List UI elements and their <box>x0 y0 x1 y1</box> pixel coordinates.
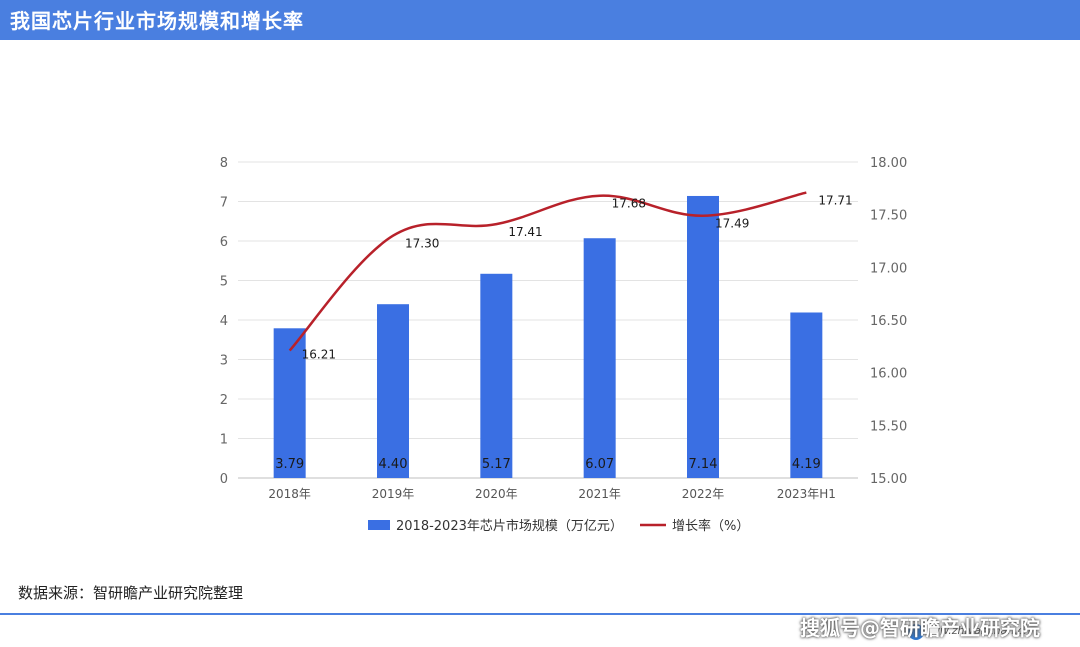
bar <box>583 238 616 478</box>
line-data-label: 17.71 <box>818 194 852 208</box>
bar-data-label: 3.79 <box>275 457 304 472</box>
y-right-tick-label: 15.50 <box>870 419 907 434</box>
legend-bar-label: 2018-2023年芯片市场规模（万亿元） <box>396 518 623 534</box>
y-left-tick-label: 3 <box>220 354 228 369</box>
bar <box>790 312 823 478</box>
line-data-label: 17.68 <box>612 197 646 211</box>
bar-data-label: 4.40 <box>379 457 408 472</box>
y-right-tick-label: 15.00 <box>870 472 907 487</box>
site-logo-icon <box>908 624 924 640</box>
y-right-tick-label: 16.50 <box>870 314 907 329</box>
x-tick-label: 2019年 <box>372 487 415 501</box>
y-right-tick-label: 17.50 <box>870 209 907 224</box>
x-tick-label: 2022年 <box>682 487 725 501</box>
bar-data-label: 7.14 <box>689 457 718 472</box>
y-left-tick-label: 7 <box>220 196 228 211</box>
data-source: 数据来源：智研瞻产业研究院整理 <box>18 584 244 602</box>
bar <box>377 304 409 478</box>
y-right-tick-label: 18.00 <box>870 156 907 171</box>
y-left-tick-label: 5 <box>220 275 228 290</box>
x-tick-label: 2023年H1 <box>777 487 836 501</box>
bar-data-label: 6.07 <box>585 457 614 472</box>
y-left-tick-label: 0 <box>220 472 228 487</box>
x-tick-label: 2020年 <box>475 487 518 501</box>
y-left-tick-label: 1 <box>220 433 228 448</box>
line-data-label: 17.49 <box>715 217 749 231</box>
site-url: www.zhiyanzhan.cn <box>922 624 1031 637</box>
line-data-label: 17.41 <box>508 225 542 239</box>
title-bar: 我国芯片行业市场规模和增长率 <box>0 0 1080 40</box>
y-left-tick-label: 4 <box>220 314 228 329</box>
footer-divider <box>0 613 1080 615</box>
legend-line-label: 增长率（%） <box>672 518 749 534</box>
bar-data-label: 5.17 <box>482 457 511 472</box>
watermark: 搜狐号@智研瞻产业研究院 <box>800 616 1040 640</box>
chart-title: 我国芯片行业市场规模和增长率 <box>10 9 304 33</box>
bar-data-label: 4.19 <box>792 457 821 472</box>
legend-bar-swatch <box>368 520 390 530</box>
line-data-label: 17.30 <box>405 237 439 251</box>
x-tick-label: 2018年 <box>268 487 311 501</box>
y-left-tick-label: 2 <box>220 393 228 408</box>
x-tick-label: 2021年 <box>578 487 621 501</box>
y-left-tick-label: 6 <box>220 235 228 250</box>
bar <box>480 273 513 478</box>
y-left-tick-label: 8 <box>220 156 228 171</box>
y-right-tick-label: 16.00 <box>870 367 907 382</box>
line-data-label: 16.21 <box>302 348 336 362</box>
bar <box>687 195 719 478</box>
y-right-tick-label: 17.00 <box>870 261 907 276</box>
bar <box>273 328 306 478</box>
growth-rate-line <box>288 191 807 352</box>
